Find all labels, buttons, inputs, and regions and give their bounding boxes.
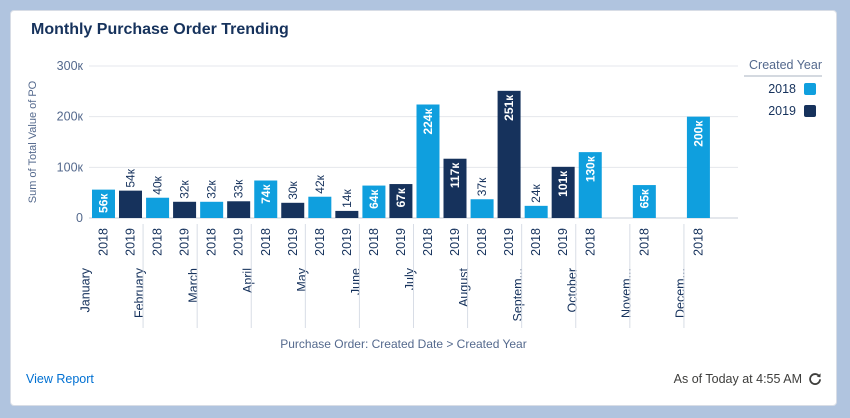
x-tick-year: 2018: [205, 228, 219, 256]
data-label: 64к: [367, 189, 381, 209]
legend-label: 2019: [768, 104, 796, 118]
data-label: 251к: [502, 94, 516, 121]
x-tick-month: June: [349, 268, 363, 295]
data-label: 67к: [394, 187, 408, 207]
x-tick-year: 2019: [502, 228, 516, 256]
data-label: 224к: [421, 108, 435, 135]
x-tick-month: February: [133, 267, 147, 318]
bar: [470, 199, 494, 218]
data-label: 130к: [583, 155, 597, 182]
data-label: 200к: [691, 120, 705, 147]
report-card: Monthly Purchase Order Trending 0 100к 200…: [10, 10, 837, 406]
legend-swatch: [804, 83, 816, 95]
legend-swatch: [804, 105, 816, 117]
x-tick-year: 2018: [475, 228, 489, 256]
y-tick-label: 200к: [57, 110, 84, 124]
bar: [308, 196, 332, 218]
legend-title: Created Year: [749, 58, 822, 72]
x-tick-year: 2018: [529, 228, 543, 256]
bar: [443, 158, 467, 218]
x-tick-year: 2019: [394, 228, 408, 256]
x-tick-year: 2019: [448, 228, 462, 256]
bar: [281, 202, 305, 218]
x-tick-year: 2018: [313, 228, 327, 256]
x-tick-month: April: [241, 268, 255, 293]
data-label: 14к: [340, 189, 354, 208]
x-tick-month: October: [565, 268, 579, 312]
bar: [227, 201, 251, 218]
bar-chart: 0 100к 200к 300к Sum of Total Value of PO 56к…: [27, 58, 822, 351]
y-axis-label: Sum of Total Value of PO: [27, 80, 39, 203]
view-report-link[interactable]: View Report: [26, 372, 94, 386]
x-tick-month: Novem...: [619, 268, 633, 318]
chart-title: Monthly Purchase Order Trending: [31, 21, 289, 38]
x-tick-year: 2018: [259, 228, 273, 256]
x-tick-month: Decem...: [673, 268, 687, 318]
x-tick-month: January: [79, 267, 93, 312]
x-tick-year: 2018: [637, 228, 651, 256]
x-tick-month: July: [403, 267, 417, 290]
data-label: 32к: [178, 179, 192, 198]
data-label: 37к: [475, 177, 489, 196]
x-tick-year: 2018: [421, 228, 435, 256]
data-label: 24к: [529, 183, 543, 202]
data-label: 33к: [232, 179, 246, 198]
bar: [146, 197, 170, 218]
bar: [578, 152, 602, 218]
bar: [416, 104, 440, 218]
x-tick-year: 2019: [286, 228, 300, 256]
bar: [173, 201, 197, 218]
data-label: 30к: [286, 180, 300, 199]
bar: [119, 190, 142, 218]
x-tick-year: 2018: [151, 228, 165, 256]
data-label: 54к: [124, 168, 138, 187]
x-tick-year: 2019: [232, 228, 246, 256]
data-label: 56к: [97, 193, 111, 213]
bar: [551, 166, 575, 218]
y-tick-label: 100к: [57, 160, 84, 174]
x-tick-year: 2018: [97, 228, 111, 256]
data-label: 42к: [313, 174, 327, 193]
x-tick-year: 2019: [556, 228, 570, 256]
data-label: 65к: [637, 188, 651, 208]
data-label: 101к: [556, 170, 570, 197]
refresh-icon[interactable]: [808, 372, 822, 386]
x-tick-year: 2019: [124, 228, 138, 256]
bar: [686, 116, 710, 218]
bar: [362, 185, 386, 218]
bar: [389, 184, 413, 218]
data-label: 74к: [259, 184, 273, 204]
data-label: 40к: [151, 175, 165, 194]
y-tick-label: 300к: [57, 59, 84, 73]
bar: [200, 201, 224, 218]
x-tick-month: Septem...: [511, 268, 525, 322]
bar: [524, 205, 548, 218]
bar: [497, 90, 521, 218]
x-tick-month: August: [457, 267, 471, 306]
x-tick-year: 2019: [340, 228, 354, 256]
bar: [92, 189, 115, 218]
bar: [335, 210, 359, 218]
x-tick-month: May: [295, 267, 309, 291]
x-tick-month: March: [187, 268, 201, 303]
x-tick-year: 2018: [367, 228, 381, 256]
y-tick-label: 0: [76, 211, 83, 225]
legend-label: 2018: [768, 82, 796, 96]
footer-status: As of Today at 4:55 AM: [674, 372, 822, 386]
x-axis-label: Purchase Order: Created Date > Created Y…: [280, 337, 526, 351]
as-of-timestamp: As of Today at 4:55 AM: [673, 372, 802, 386]
data-label: 117к: [448, 162, 462, 188]
data-label: 32к: [205, 179, 219, 198]
bar: [632, 185, 656, 218]
x-tick-year: 2018: [691, 228, 705, 256]
x-tick-year: 2018: [583, 228, 597, 256]
x-tick-year: 2019: [178, 228, 192, 256]
bar: [254, 180, 278, 218]
